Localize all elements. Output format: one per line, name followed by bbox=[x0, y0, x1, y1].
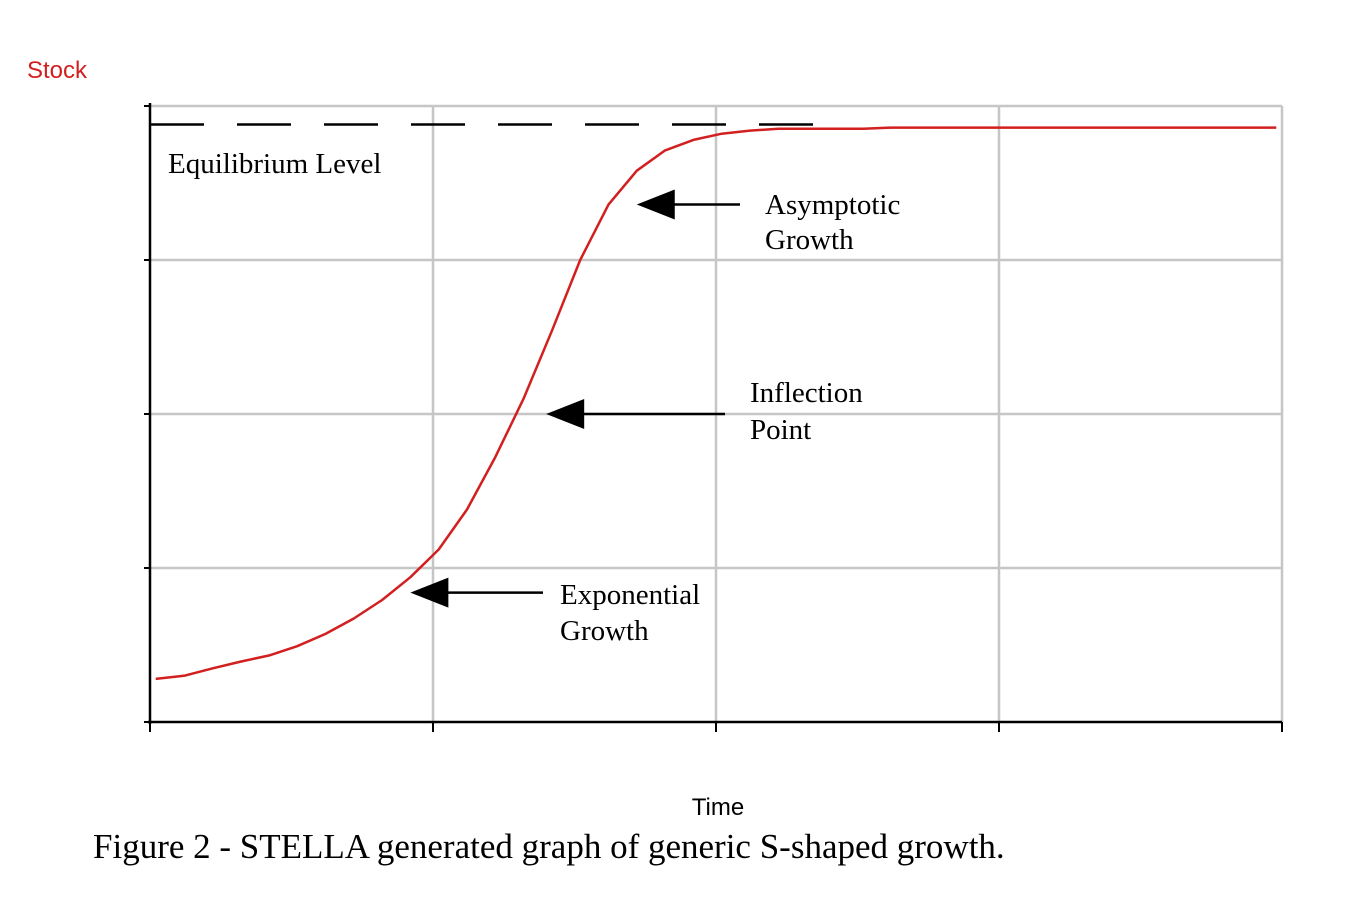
inflection-point-arrow-head bbox=[546, 399, 585, 429]
asymptotic-growth-label-line: Growth bbox=[765, 224, 854, 256]
exponential-growth-annotation: Exponential Growth bbox=[410, 577, 700, 647]
inflection-point-annotation: Inflection Point bbox=[546, 377, 863, 446]
exponential-growth-label-line: Exponential bbox=[560, 579, 700, 611]
inflection-point-label-line: Point bbox=[750, 414, 811, 446]
inflection-point-label-line: Inflection bbox=[750, 377, 863, 409]
exponential-growth-arrow-head bbox=[410, 577, 449, 608]
exponential-growth-label-line: Growth bbox=[560, 615, 649, 647]
series bbox=[155, 126, 1277, 681]
figure-caption: Figure 2 - STELLA generated graph of gen… bbox=[93, 827, 1005, 866]
series-line bbox=[155, 126, 1277, 681]
annotations: AsymptoticGrowthInflectionPointExponenti… bbox=[410, 189, 900, 647]
x-axis-label: Time bbox=[692, 794, 744, 821]
asymptotic-growth-arrow-head bbox=[636, 189, 675, 220]
asymptotic-growth-label-line: Asymptotic bbox=[765, 189, 900, 221]
equilibrium-label: Equilibrium Level bbox=[168, 148, 381, 180]
axes bbox=[144, 103, 1283, 732]
y-axis-label: Stock bbox=[27, 57, 88, 84]
